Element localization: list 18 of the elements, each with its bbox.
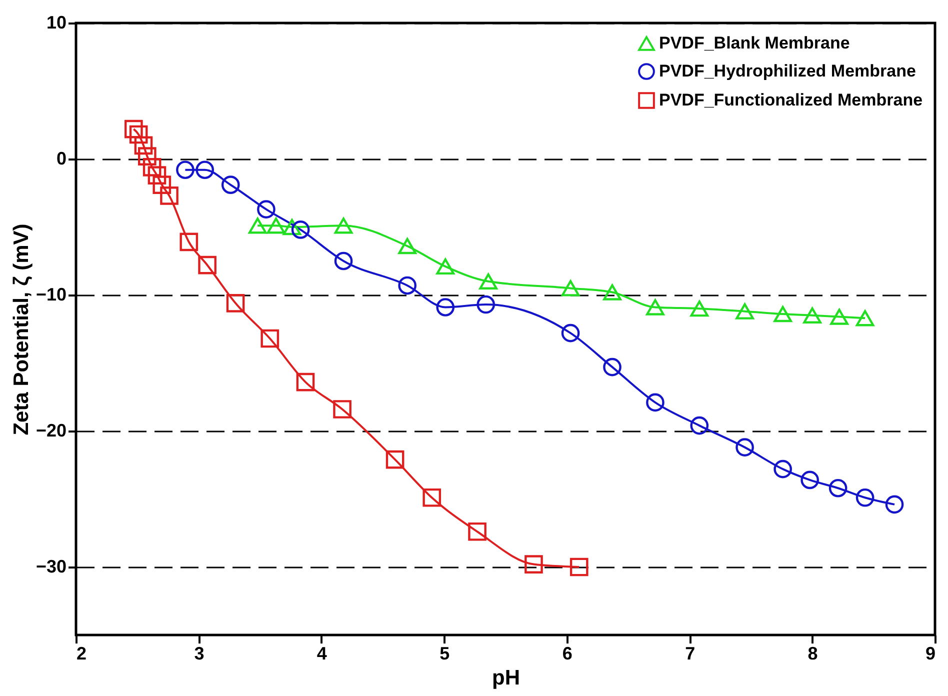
x-axis-title: pH [492, 666, 520, 690]
y-axis-title: Zeta Potential, ζ (mV) [10, 224, 33, 436]
y-tick-label: −10 [36, 284, 66, 304]
x-tick-label: 7 [685, 644, 696, 664]
x-tick-label: 6 [562, 644, 572, 664]
legend-label: PVDF_Blank Membrane [659, 34, 850, 52]
legend-label: PVDF_Hydrophilized Membrane [659, 62, 916, 80]
x-tick-label: 2 [76, 644, 87, 664]
x-tick-label: 5 [440, 644, 450, 664]
x-tick-label: 4 [316, 644, 327, 664]
y-tick-label: −20 [36, 420, 66, 440]
y-tick-label: 0 [56, 148, 66, 168]
x-tick-label: 3 [194, 644, 204, 664]
legend-label: PVDF_Functionalized Membrane [659, 90, 923, 110]
y-tick-label: −30 [36, 556, 66, 576]
y-tick-label: 10 [46, 12, 66, 32]
x-tick-label: 9 [925, 644, 936, 664]
x-tick-label: 8 [808, 644, 818, 664]
